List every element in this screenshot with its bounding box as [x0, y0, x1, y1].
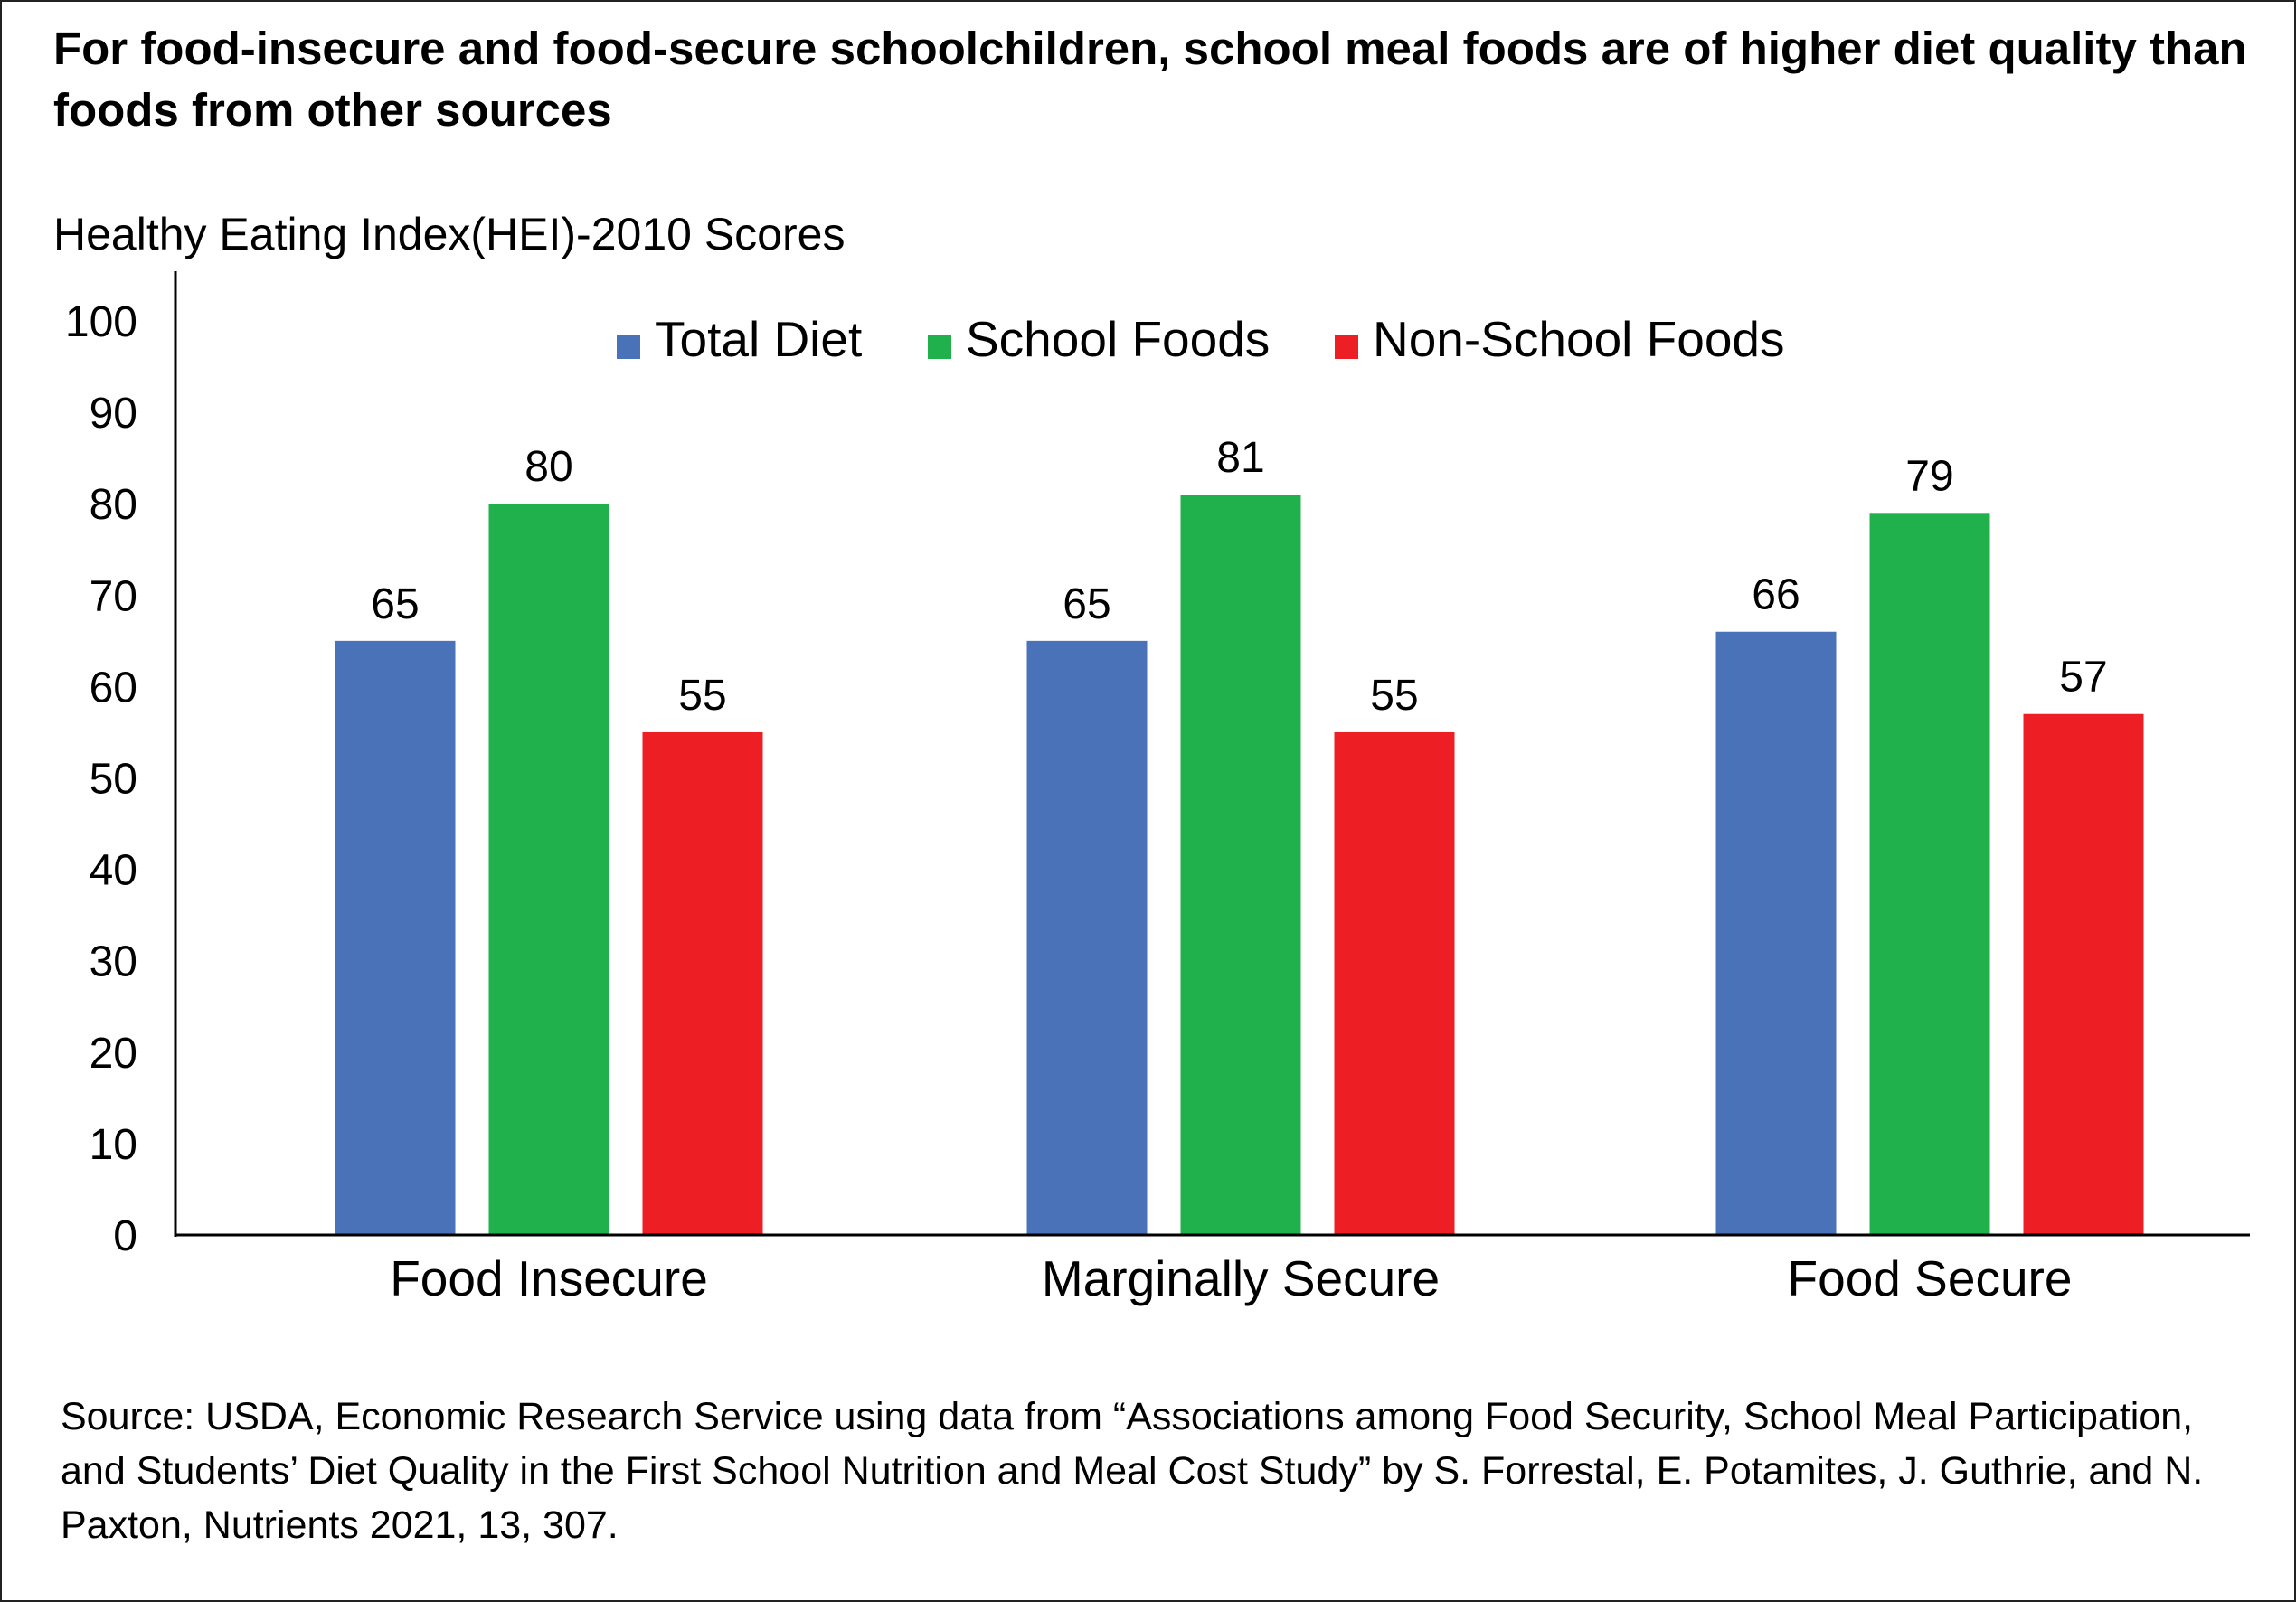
source-note: Source: USDA, Economic Research Service … [61, 1395, 2204, 1547]
x-tick-label: Food Secure [1788, 1250, 2073, 1306]
legend-swatch [1335, 335, 1358, 359]
y-tick-label: 70 [90, 572, 137, 620]
bar [1026, 640, 1148, 1235]
y-tick-label: 0 [113, 1212, 137, 1260]
bars: 65 80 55 65 81 55 66 79 57 [335, 434, 2144, 1235]
bar-value-label: 66 [1752, 571, 1800, 619]
bar-value-label: 57 [2059, 654, 2107, 702]
bar [1869, 513, 1990, 1235]
y-tick-label: 100 [65, 298, 137, 346]
y-tick-label: 30 [90, 938, 137, 986]
bar [642, 731, 763, 1235]
y-axis-ticks: 0 10 20 30 40 50 60 70 80 90 100 [65, 298, 137, 1260]
y-axis-label: Healthy Eating Index(HEI)-2010 Scores [53, 209, 845, 259]
bar [1180, 495, 1301, 1235]
y-tick-label: 80 [90, 481, 137, 529]
bar [1334, 731, 1455, 1235]
bar [335, 640, 456, 1235]
x-tick-label: Marginally Secure [1042, 1250, 1440, 1306]
bar [488, 504, 609, 1235]
legend: Total Diet School Foods Non-School Foods [617, 311, 1785, 367]
y-tick-label: 60 [90, 664, 137, 711]
bar-value-label: 65 [1063, 580, 1110, 628]
bar-value-label: 81 [1216, 434, 1264, 482]
legend-label: School Foods [966, 311, 1270, 367]
y-tick-label: 40 [90, 847, 137, 895]
bar-value-label: 79 [1905, 452, 1953, 500]
y-tick-label: 50 [90, 756, 137, 804]
bar-value-label: 65 [371, 580, 419, 628]
bar-value-label: 55 [1370, 672, 1418, 720]
y-tick-label: 10 [90, 1121, 137, 1169]
bar [1715, 631, 1837, 1235]
x-axis-ticks: Food Insecure Marginally Secure Food Secur… [390, 1250, 2072, 1306]
y-tick-label: 20 [90, 1030, 137, 1078]
y-tick-label: 90 [90, 390, 137, 438]
legend-label: Total Diet [655, 311, 862, 367]
x-tick-label: Food Insecure [390, 1250, 708, 1306]
legend-swatch [928, 335, 951, 359]
legend-swatch [617, 335, 640, 359]
bar [2023, 713, 2144, 1235]
chart-title: For food-insecure and food-secure school… [53, 23, 2247, 136]
legend-label: Non-School Foods [1373, 311, 1785, 367]
bar-value-label: 55 [678, 672, 726, 720]
bar-value-label: 80 [524, 443, 572, 491]
